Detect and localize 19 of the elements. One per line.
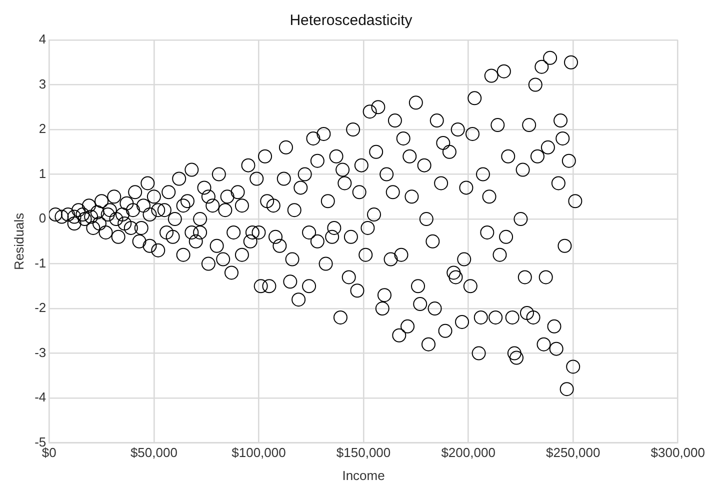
y-axis-title: Residuals [11,212,26,270]
chart-title: Heteroscedasticity [290,12,413,30]
y-tick-label: 3 [38,76,46,92]
y-tick-label: -3 [34,344,46,360]
y-tick-label: 0 [38,210,46,226]
x-tick-label: $250,000 [546,445,600,460]
y-tick-label: 2 [38,121,46,136]
x-tick-label: $200,000 [441,445,496,460]
x-tick-label: $0 [42,445,56,460]
y-tick-label: 4 [38,32,46,47]
x-tick-label: $100,000 [232,445,286,460]
y-tick-label: -1 [34,255,46,270]
x-tick-label: $50,000 [130,445,178,460]
x-axis-title: Income [342,468,385,483]
y-tick-label: -4 [34,390,46,405]
y-tick-label: -2 [34,300,46,316]
x-tick-label: $150,000 [336,445,391,460]
x-tick-label: $300,000 [650,445,706,460]
y-tick-label: 1 [38,166,46,181]
